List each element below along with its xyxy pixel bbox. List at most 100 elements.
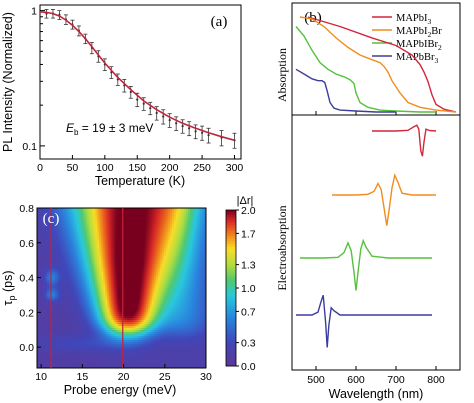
heatmap-cell <box>103 276 106 279</box>
heatmap-cell <box>93 328 96 331</box>
heatmap-cell <box>61 212 64 215</box>
heatmap-cell <box>109 274 112 277</box>
heatmap-cell <box>113 264 116 267</box>
heatmap-cell <box>83 300 86 303</box>
heatmap-cell <box>51 320 54 323</box>
heatmap-cell <box>77 252 80 255</box>
heatmap-cell <box>93 308 96 311</box>
heatmap-cell <box>105 326 108 329</box>
heatmap-cell <box>131 354 134 357</box>
heatmap-cell <box>111 310 114 313</box>
heatmap-cell <box>125 288 128 291</box>
heatmap-cell <box>73 242 76 245</box>
heatmap-cell <box>151 310 155 313</box>
heatmap-cell <box>47 244 50 247</box>
heatmap-cell <box>135 338 138 341</box>
heatmap-cell <box>81 340 84 343</box>
heatmap-cell <box>37 250 40 253</box>
heatmap-cell <box>63 254 66 257</box>
heatmap-cell <box>63 274 66 277</box>
heatmap-cell <box>155 362 159 365</box>
heatmap-cell <box>79 208 82 211</box>
heatmap-cell <box>41 328 44 331</box>
heatmap-cell <box>75 328 78 331</box>
heatmap-cell <box>79 222 82 225</box>
heatmap-cell <box>149 260 153 263</box>
heatmap-cell <box>77 348 80 351</box>
heatmap-cell <box>123 250 126 253</box>
heatmap-cell <box>61 352 64 355</box>
heatmap-cell <box>127 312 130 315</box>
heatmap-cell <box>147 338 151 341</box>
heatmap-cell <box>75 340 78 343</box>
heatmap-cell <box>63 212 66 215</box>
heatmap-cell <box>43 290 46 293</box>
heatmap-cell <box>49 260 52 263</box>
heatmap-cell <box>127 280 130 283</box>
heatmap-cell <box>139 288 143 291</box>
heatmap-cell <box>111 348 114 351</box>
heatmap-cell <box>47 232 50 235</box>
heatmap-cell <box>129 288 132 291</box>
heatmap-cell <box>115 312 118 315</box>
heatmap-cell <box>123 254 126 257</box>
heatmap-cell <box>97 218 100 221</box>
heatmap-cell <box>111 216 114 219</box>
heatmap-cell <box>117 298 120 301</box>
heatmap-cell <box>65 256 68 259</box>
heatmap-cell <box>153 218 157 221</box>
heatmap-cell <box>61 356 64 359</box>
heatmap-cell <box>45 236 48 239</box>
heatmap-cell <box>137 328 141 331</box>
heatmap-cell <box>67 254 70 257</box>
heatmap-cell <box>103 272 106 275</box>
heatmap-cell <box>131 366 134 369</box>
heatmap-cell <box>77 256 80 259</box>
heatmap-cell <box>117 304 120 307</box>
heatmap-cell <box>137 304 141 307</box>
heatmap-cell <box>115 210 118 213</box>
heatmap-cell <box>157 234 161 237</box>
heatmap-cell <box>143 354 147 357</box>
heatmap-cell <box>59 362 62 365</box>
heatmap-cell <box>65 208 68 211</box>
heatmap-cell <box>93 240 96 243</box>
heatmap-cell <box>91 336 94 339</box>
heatmap-cell <box>123 348 126 351</box>
heatmap-cell <box>83 234 86 237</box>
heatmap-cell <box>81 356 84 359</box>
heatmap-cell <box>109 270 112 273</box>
heatmap-cell <box>83 250 86 253</box>
heatmap-cell <box>143 216 147 219</box>
heatmap-cell <box>81 344 84 347</box>
heatmap-cell <box>37 304 40 307</box>
heatmap-cell <box>43 222 46 225</box>
heatmap-cell <box>143 352 147 355</box>
heatmap-cell <box>97 334 100 337</box>
heatmap-cell <box>137 306 141 309</box>
heatmap-cell <box>105 292 108 295</box>
heatmap-cell <box>151 304 155 307</box>
heatmap-cell <box>69 240 72 243</box>
heatmap-cell <box>47 356 50 359</box>
heatmap-cell <box>151 290 155 293</box>
heatmap-cell <box>37 318 40 321</box>
heatmap-cell <box>81 234 84 237</box>
heatmap-cell <box>59 242 62 245</box>
heatmap-cell <box>95 334 98 337</box>
heatmap-cell <box>71 304 74 307</box>
heatmap-cell <box>47 230 50 233</box>
heatmap-cell <box>143 314 147 317</box>
heatmap-cell <box>39 290 42 293</box>
heatmap-cell <box>131 278 134 281</box>
heatmap-cell <box>89 294 92 297</box>
heatmap-cell <box>123 294 126 297</box>
heatmap-cell <box>131 348 134 351</box>
heatmap-cell <box>37 288 40 291</box>
heatmap-cell <box>105 324 108 327</box>
heatmap-cell <box>155 280 159 283</box>
heatmap-cell <box>149 320 153 323</box>
heatmap-cell <box>65 254 68 257</box>
heatmap-cell <box>65 296 68 299</box>
heatmap-cell <box>49 266 52 269</box>
